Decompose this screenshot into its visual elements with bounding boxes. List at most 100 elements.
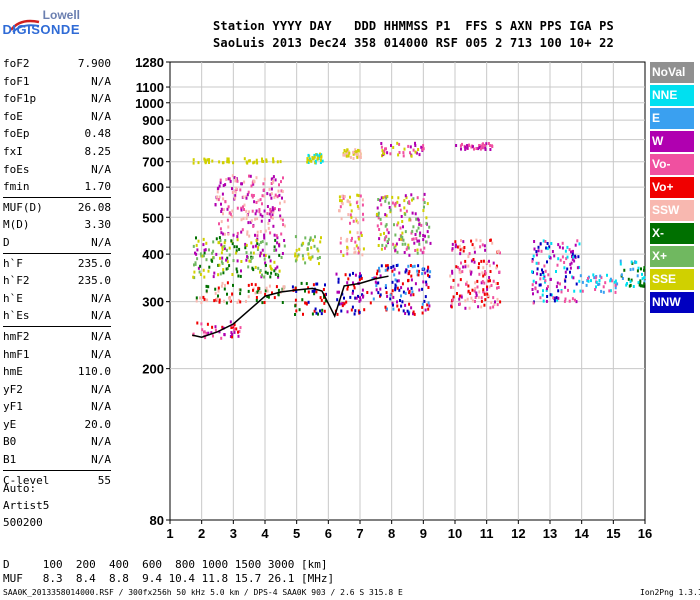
echo-point (322, 288, 325, 291)
echo-point (356, 155, 359, 159)
echo-point (627, 277, 630, 281)
echo-point (357, 149, 360, 153)
echo-point (375, 281, 378, 285)
echo-point (268, 284, 271, 288)
echo-point (240, 269, 242, 273)
echo-point (242, 205, 244, 209)
echo-point (360, 231, 363, 235)
echo-point (315, 290, 318, 294)
echo-point (226, 157, 229, 161)
echo-point (228, 253, 231, 257)
echo-point (569, 270, 571, 274)
legend-item: X+ (650, 246, 694, 267)
echo-point (237, 334, 240, 338)
echo-point (219, 239, 222, 243)
echo-point (216, 190, 219, 194)
echo-point (280, 180, 282, 184)
echo-point (218, 160, 221, 164)
echo-point (377, 214, 380, 218)
echo-point (239, 326, 242, 330)
echo-point (281, 218, 284, 222)
param-value: N/A (91, 74, 111, 88)
echo-point (636, 269, 639, 273)
echo-point (283, 244, 286, 248)
echo-point (192, 332, 195, 336)
echo-point (358, 278, 361, 282)
echo-point (417, 148, 420, 151)
echo-point (629, 280, 632, 283)
echo-point (294, 252, 297, 256)
echo-point (623, 268, 626, 272)
echo-point (340, 309, 343, 313)
echo-point (486, 292, 489, 296)
echo-point (259, 254, 262, 258)
echo-point (405, 209, 408, 213)
echo-point (311, 255, 314, 259)
echo-point (256, 230, 259, 234)
echo-point (217, 186, 220, 190)
echo-point (239, 288, 242, 292)
echo-point (385, 264, 387, 268)
echo-point (308, 242, 310, 246)
y-tick-label: 600 (142, 180, 164, 195)
echo-point (482, 259, 485, 263)
echo-point (250, 184, 253, 188)
echo-point (197, 266, 200, 270)
echo-point (319, 240, 322, 244)
echo-point (264, 270, 267, 274)
x-tick-label: 16 (638, 526, 652, 541)
echo-point (549, 256, 552, 260)
echo-point (452, 295, 455, 299)
echo-point (575, 282, 578, 286)
echo-point (199, 264, 202, 268)
echo-point (609, 277, 612, 281)
echo-point (311, 156, 314, 160)
echo-point (245, 258, 248, 262)
echo-point (379, 217, 382, 221)
echo-point (621, 277, 624, 280)
echo-point (375, 288, 378, 292)
echo-point (451, 242, 454, 246)
echo-point (354, 250, 357, 254)
echo-point (392, 303, 394, 307)
echo-point (629, 283, 632, 287)
echo-point (642, 284, 645, 288)
echo-point (489, 148, 492, 151)
echo-point (223, 232, 226, 236)
echo-point (225, 258, 228, 262)
echo-point (317, 156, 320, 160)
echo-point (233, 176, 236, 180)
echo-point (378, 266, 380, 270)
echo-point (593, 276, 596, 280)
echo-point (217, 241, 220, 245)
echo-point (363, 308, 366, 312)
echo-point (594, 276, 597, 280)
echo-point (235, 327, 238, 331)
echo-point (499, 300, 502, 304)
echo-point (197, 161, 200, 165)
echo-point (346, 148, 349, 152)
echo-point (271, 177, 274, 181)
echo-point (396, 223, 399, 227)
echo-point (625, 283, 628, 287)
echo-point (467, 284, 470, 288)
echo-point (307, 290, 310, 294)
echo-point (346, 237, 349, 241)
header-values: SaoLuis 2013 Dec24 358 014000 RSF 005 2 … (213, 36, 614, 50)
echo-point (385, 214, 388, 218)
echo-point (254, 217, 257, 221)
echo-point (561, 255, 564, 259)
echo-point (481, 271, 484, 275)
echo-point (271, 208, 274, 212)
echo-point (306, 157, 309, 161)
echo-point (214, 287, 217, 291)
echo-point (427, 286, 430, 289)
echo-point (354, 148, 357, 152)
echo-point (416, 269, 419, 273)
echo-point (551, 250, 554, 253)
echo-point (626, 282, 628, 285)
echo-point (598, 279, 601, 282)
echo-point (316, 282, 319, 286)
echo-point (619, 262, 622, 266)
echo-point (282, 285, 285, 289)
